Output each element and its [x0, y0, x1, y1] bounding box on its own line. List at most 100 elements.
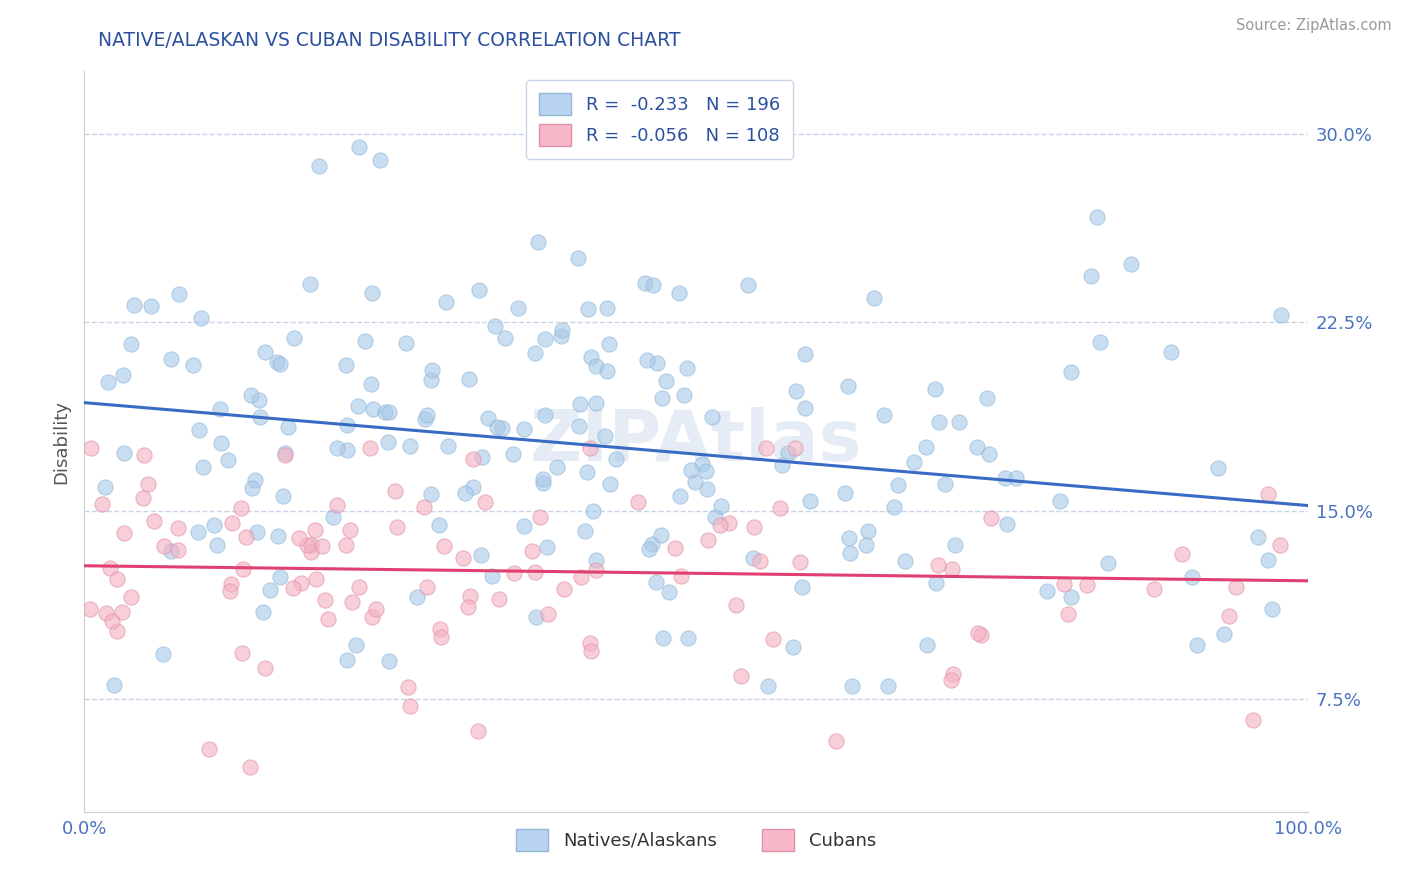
Point: [112, 446, 135, 460]
Point: [524, 346, 547, 360]
Point: [304, 524, 326, 538]
Point: [288, 532, 311, 546]
Point: [634, 277, 657, 291]
Point: [1060, 590, 1083, 604]
Point: [209, 435, 232, 450]
Point: [374, 405, 396, 419]
Point: [551, 323, 574, 337]
Point: [342, 595, 364, 609]
Point: [1225, 580, 1247, 594]
Point: [585, 359, 607, 373]
Point: [925, 576, 948, 591]
Point: [927, 558, 949, 572]
Point: [259, 583, 281, 598]
Point: [641, 277, 664, 292]
Point: [1247, 530, 1270, 544]
Point: [967, 626, 990, 640]
Point: [484, 319, 506, 334]
Point: [152, 647, 174, 661]
Point: [681, 463, 703, 477]
Point: [274, 446, 297, 460]
Point: [274, 448, 297, 462]
Point: [245, 474, 267, 488]
Point: [567, 419, 589, 434]
Point: [697, 533, 720, 547]
Point: [942, 667, 965, 681]
Point: [457, 599, 479, 614]
Text: NATIVE/ALASKAN VS CUBAN DISABILITY CORRELATION CHART: NATIVE/ALASKAN VS CUBAN DISABILITY CORRE…: [98, 31, 681, 50]
Point: [308, 159, 330, 173]
Point: [755, 441, 778, 455]
Point: [167, 542, 190, 557]
Point: [966, 441, 988, 455]
Point: [598, 337, 620, 351]
Point: [347, 399, 370, 413]
Point: [567, 251, 589, 265]
Point: [576, 302, 599, 317]
Point: [855, 538, 877, 552]
Point: [318, 612, 340, 626]
Point: [153, 540, 176, 554]
Point: [434, 294, 457, 309]
Point: [685, 475, 707, 489]
Point: [1005, 471, 1028, 485]
Point: [537, 607, 560, 622]
Point: [928, 415, 950, 429]
Point: [136, 476, 159, 491]
Point: [339, 523, 361, 537]
Point: [673, 388, 696, 402]
Point: [120, 337, 142, 351]
Point: [463, 480, 485, 494]
Point: [941, 562, 963, 576]
Point: [934, 477, 956, 491]
Point: [1181, 570, 1204, 584]
Point: [405, 590, 427, 604]
Point: [80, 441, 103, 455]
Point: [187, 525, 209, 540]
Point: [169, 287, 191, 301]
Point: [534, 408, 557, 422]
Point: [97, 375, 120, 389]
Point: [1119, 256, 1142, 270]
Point: [596, 364, 619, 378]
Point: [290, 575, 312, 590]
Point: [579, 351, 602, 365]
Point: [696, 482, 718, 496]
Point: [209, 402, 232, 417]
Point: [419, 373, 441, 387]
Point: [494, 331, 516, 345]
Point: [240, 481, 263, 495]
Point: [253, 661, 276, 675]
Point: [384, 484, 406, 499]
Point: [458, 589, 481, 603]
Point: [299, 538, 322, 552]
Point: [1088, 334, 1111, 349]
Point: [841, 679, 863, 693]
Point: [748, 554, 770, 568]
Point: [1060, 365, 1083, 379]
Point: [1270, 538, 1292, 552]
Point: [103, 678, 125, 692]
Point: [454, 486, 477, 500]
Point: [335, 442, 357, 457]
Point: [368, 153, 391, 167]
Point: [503, 566, 526, 580]
Point: [246, 525, 269, 540]
Point: [239, 759, 262, 773]
Point: [91, 497, 114, 511]
Point: [994, 471, 1017, 485]
Point: [527, 235, 550, 249]
Point: [915, 638, 938, 652]
Point: [578, 441, 600, 455]
Point: [347, 581, 370, 595]
Point: [834, 486, 856, 500]
Point: [1257, 487, 1279, 501]
Point: [299, 544, 322, 558]
Point: [770, 458, 793, 472]
Point: [124, 298, 146, 312]
Point: [793, 347, 815, 361]
Point: [361, 610, 384, 624]
Point: [105, 624, 128, 638]
Point: [198, 742, 221, 756]
Point: [474, 495, 496, 509]
